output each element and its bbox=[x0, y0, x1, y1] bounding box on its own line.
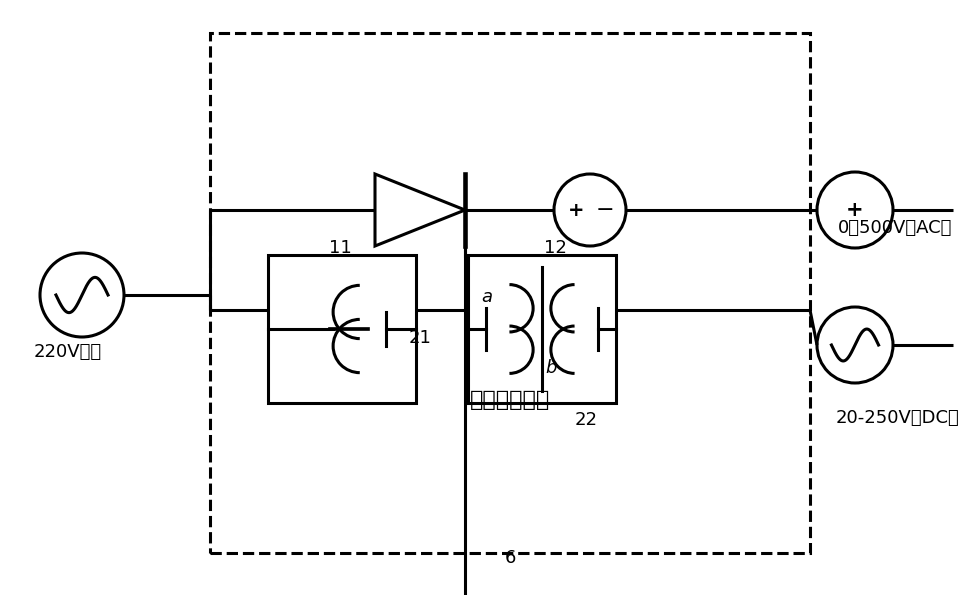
Bar bbox=[468, 255, 616, 403]
Polygon shape bbox=[375, 174, 465, 246]
Text: 22: 22 bbox=[575, 411, 598, 429]
Text: 20-250V（DC）: 20-250V（DC） bbox=[836, 409, 960, 427]
Text: 6: 6 bbox=[504, 549, 516, 567]
Text: b: b bbox=[545, 359, 556, 377]
Text: −: − bbox=[596, 200, 614, 220]
Text: 12: 12 bbox=[544, 239, 566, 257]
Text: 220V市电: 220V市电 bbox=[34, 343, 102, 361]
Text: +: + bbox=[846, 200, 864, 220]
Text: 11: 11 bbox=[328, 239, 352, 257]
Text: 21: 21 bbox=[409, 329, 432, 347]
Bar bbox=[210, 33, 810, 553]
Text: 电源输出单元: 电源输出单元 bbox=[469, 390, 550, 410]
Bar bbox=[268, 255, 416, 403]
Text: 0～500V（AC）: 0～500V（AC） bbox=[838, 219, 952, 237]
Text: +: + bbox=[568, 201, 584, 220]
Text: a: a bbox=[481, 288, 493, 306]
